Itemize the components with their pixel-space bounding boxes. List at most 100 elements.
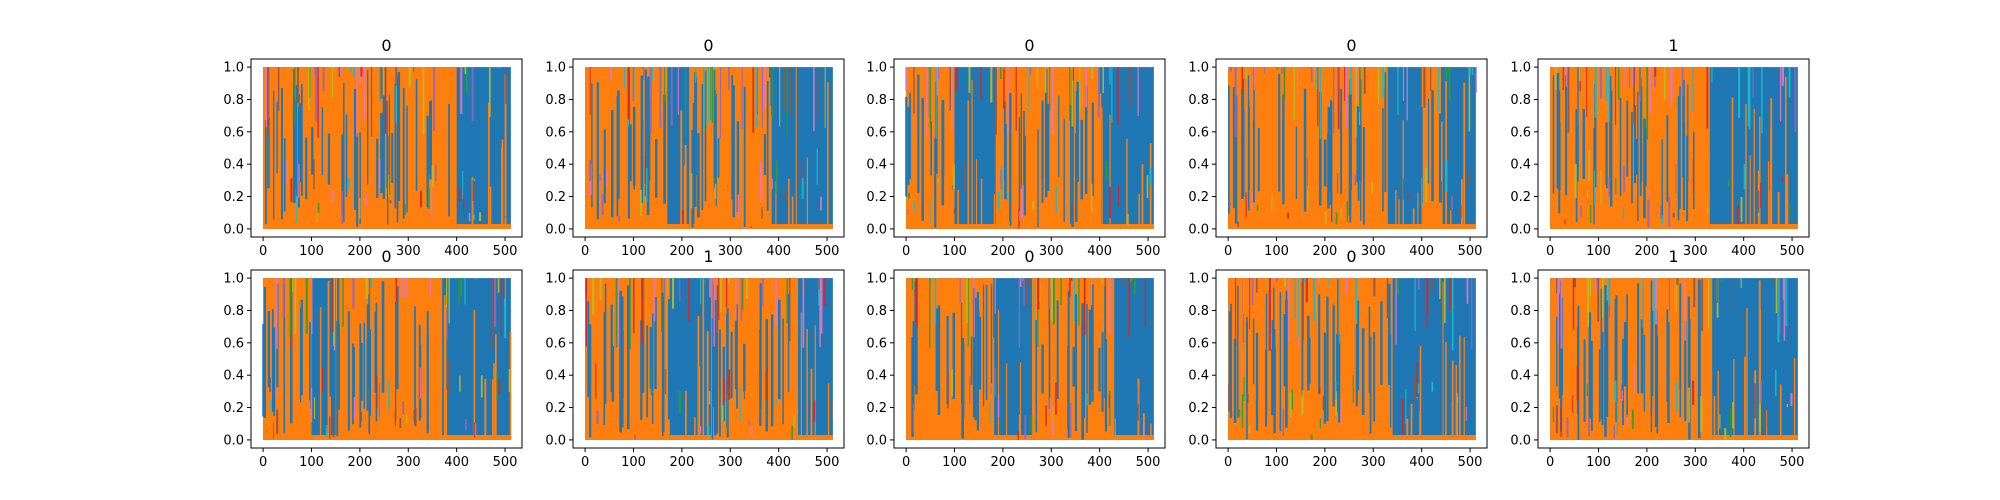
subplot-title: 0 <box>381 247 391 266</box>
y-tick-label: 0.2 <box>866 190 887 205</box>
y-tick-label: 0.0 <box>223 222 244 237</box>
series-other-classes <box>585 278 833 440</box>
plot-area <box>905 67 1154 229</box>
y-tick-label: 1.0 <box>866 61 887 76</box>
y-tick-label: 1.0 <box>1510 272 1531 287</box>
y-tick-label: 0.4 <box>1510 158 1531 173</box>
x-axis: 0 100 200 300 400 500 <box>581 237 840 259</box>
y-tick-label: 0.8 <box>1188 93 1209 108</box>
x-tick-label: 200 <box>669 455 694 470</box>
x-tick-label: 500 <box>815 244 840 259</box>
subplot-1: 0 0 100 200 300 400 500 0.0 0.2 0.4 0.6 0.8 1.0 <box>223 36 523 259</box>
subplot-4: 0 0 100 200 300 400 500 0.0 0.2 0.4 0.6 0.8 1.0 <box>1188 36 1488 259</box>
x-tick-label: 100 <box>299 244 324 259</box>
series-orange <box>1228 67 1476 229</box>
y-tick-label: 1.0 <box>866 272 887 287</box>
subplot-9: 0 0 100 200 300 400 500 0.0 0.2 0.4 0.6 0.8 1.0 <box>1188 247 1488 470</box>
subplot-title: 0 <box>1024 36 1034 55</box>
y-tick-label: 0.6 <box>1188 336 1209 351</box>
subplot-title: 0 <box>381 36 391 55</box>
series-fill <box>335 278 443 440</box>
plot-frame <box>893 269 1166 449</box>
y-tick-label: 0.6 <box>866 336 887 351</box>
x-tick-label: 100 <box>1264 455 1289 470</box>
x-tick-label: 0 <box>1546 455 1554 470</box>
x-axis: 0 100 200 300 400 500 <box>902 237 1160 259</box>
x-tick-label: 300 <box>1039 244 1064 259</box>
subplot-3: 0 0 100 200 300 400 500 0.0 0.2 0.4 0.6 0.8 1.0 <box>866 36 1166 259</box>
plot-frame <box>572 269 845 449</box>
x-tick-label: 100 <box>942 455 967 470</box>
y-tick-label: 0.4 <box>223 158 244 173</box>
x-tick-label: 300 <box>1361 455 1386 470</box>
y-tick-label: 0.4 <box>1510 369 1531 384</box>
series-low <box>1114 435 1154 440</box>
y-tick-label: 1.0 <box>545 61 566 76</box>
x-tick-label: 100 <box>1586 455 1611 470</box>
y-axis: 0.0 0.2 0.4 0.6 0.8 1.0 <box>1188 61 1216 237</box>
subplot-title: 0 <box>1024 247 1034 266</box>
series-other-classes <box>911 278 1146 440</box>
x-axis: 0 100 200 300 400 500 <box>1546 448 1804 470</box>
plot-area <box>1550 278 1798 440</box>
x-tick-label: 200 <box>1312 244 1337 259</box>
y-tick-label: 0.2 <box>1188 401 1209 416</box>
x-tick-label: 300 <box>396 244 421 259</box>
y-axis: 0.0 0.2 0.4 0.6 0.8 1.0 <box>1510 272 1538 448</box>
y-axis: 0.0 0.2 0.4 0.6 0.8 1.0 <box>223 61 251 237</box>
y-tick-label: 0.8 <box>1510 304 1531 319</box>
x-tick-label: 200 <box>669 244 694 259</box>
series-fill <box>1550 67 1710 229</box>
y-tick-label: 0.8 <box>223 93 244 108</box>
y-axis: 0.0 0.2 0.4 0.6 0.8 1.0 <box>1188 272 1216 448</box>
subplot-2: 0 0 100 200 300 400 500 0.0 0.2 0.4 0.6 0.8 1.0 <box>545 36 845 259</box>
series-low <box>311 435 336 440</box>
subplot-8: 0 0 100 200 300 400 500 0.0 0.2 0.4 0.6 0.8 1.0 <box>866 247 1166 470</box>
plot-frame <box>572 58 845 238</box>
plot-frame <box>893 58 1166 238</box>
x-tick-label: 400 <box>444 244 469 259</box>
x-tick-label: 0 <box>259 455 267 470</box>
y-tick-label: 0.2 <box>545 401 566 416</box>
y-tick-label: 0.2 <box>866 401 887 416</box>
x-axis: 0 100 200 300 400 500 <box>1224 448 1483 470</box>
x-tick-label: 400 <box>1731 455 1756 470</box>
plot-area <box>585 67 833 229</box>
x-tick-label: 400 <box>766 244 791 259</box>
y-tick-label: 0.8 <box>866 304 887 319</box>
subplot-title: 0 <box>1346 36 1356 55</box>
x-tick-label: 500 <box>1458 455 1483 470</box>
series-other-classes <box>1554 67 1797 228</box>
y-tick-label: 0.2 <box>1188 190 1209 205</box>
y-tick-label: 0.0 <box>866 222 887 237</box>
x-tick-label: 0 <box>902 244 910 259</box>
y-tick-label: 0.2 <box>223 190 244 205</box>
y-tick-label: 0.0 <box>1188 222 1209 237</box>
x-tick-label: 300 <box>718 244 743 259</box>
x-tick-label: 400 <box>766 455 791 470</box>
x-tick-label: 0 <box>581 455 589 470</box>
plot-area <box>585 278 833 440</box>
y-tick-label: 0.4 <box>1188 369 1209 384</box>
x-axis: 0 100 200 300 400 500 <box>902 448 1160 470</box>
y-tick-label: 0.6 <box>866 125 887 140</box>
y-tick-label: 0.4 <box>545 369 566 384</box>
x-tick-label: 100 <box>1264 244 1289 259</box>
y-tick-label: 0.2 <box>545 190 566 205</box>
y-tick-label: 0.6 <box>545 125 566 140</box>
plot-frame <box>250 269 523 449</box>
y-tick-label: 0.2 <box>223 401 244 416</box>
subplot-title: 1 <box>1668 36 1678 55</box>
x-tick-label: 200 <box>347 244 372 259</box>
y-tick-label: 0.8 <box>1510 93 1531 108</box>
plot-area <box>1550 67 1798 229</box>
plot-frame <box>1215 269 1488 449</box>
y-tick-label: 1.0 <box>1188 272 1209 287</box>
y-axis: 0.0 0.2 0.4 0.6 0.8 1.0 <box>1510 61 1538 237</box>
y-tick-label: 0.2 <box>1510 190 1531 205</box>
x-axis: 0 100 200 300 400 500 <box>581 448 839 470</box>
x-tick-label: 0 <box>1224 244 1232 259</box>
series-other-classes <box>1229 67 1477 227</box>
subplot-7: 1 0 100 200 300 400 500 0.0 0.2 0.4 0.6 0.8 1.0 <box>545 247 845 470</box>
